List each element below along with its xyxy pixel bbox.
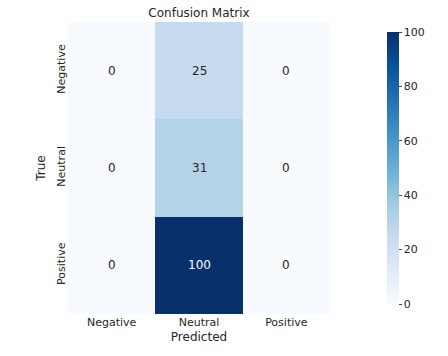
svg-text:0: 0 bbox=[282, 64, 290, 78]
svg-text:31: 31 bbox=[192, 161, 207, 175]
svg-text:100: 100 bbox=[188, 258, 211, 272]
svg-text:True: True bbox=[34, 155, 48, 182]
svg-text:0: 0 bbox=[108, 64, 116, 78]
svg-text:Neutral: Neutral bbox=[55, 146, 68, 187]
svg-text:0: 0 bbox=[282, 161, 290, 175]
svg-text:25: 25 bbox=[192, 64, 207, 78]
svg-text:60: 60 bbox=[404, 135, 418, 148]
svg-text:100: 100 bbox=[404, 26, 425, 39]
svg-text:0: 0 bbox=[282, 258, 290, 272]
svg-text:20: 20 bbox=[404, 243, 418, 256]
svg-text:Predicted: Predicted bbox=[171, 330, 227, 344]
svg-text:Negative: Negative bbox=[55, 44, 68, 94]
svg-text:Confusion Matrix: Confusion Matrix bbox=[148, 6, 249, 20]
svg-text:0: 0 bbox=[108, 161, 116, 175]
svg-text:Negative: Negative bbox=[87, 316, 137, 329]
svg-text:Positive: Positive bbox=[265, 316, 308, 329]
svg-text:0: 0 bbox=[108, 258, 116, 272]
svg-text:Neutral: Neutral bbox=[179, 316, 220, 329]
svg-text:0: 0 bbox=[404, 298, 411, 311]
svg-text:80: 80 bbox=[404, 80, 418, 93]
svg-text:Positive: Positive bbox=[55, 242, 68, 285]
svg-text:40: 40 bbox=[404, 189, 418, 202]
